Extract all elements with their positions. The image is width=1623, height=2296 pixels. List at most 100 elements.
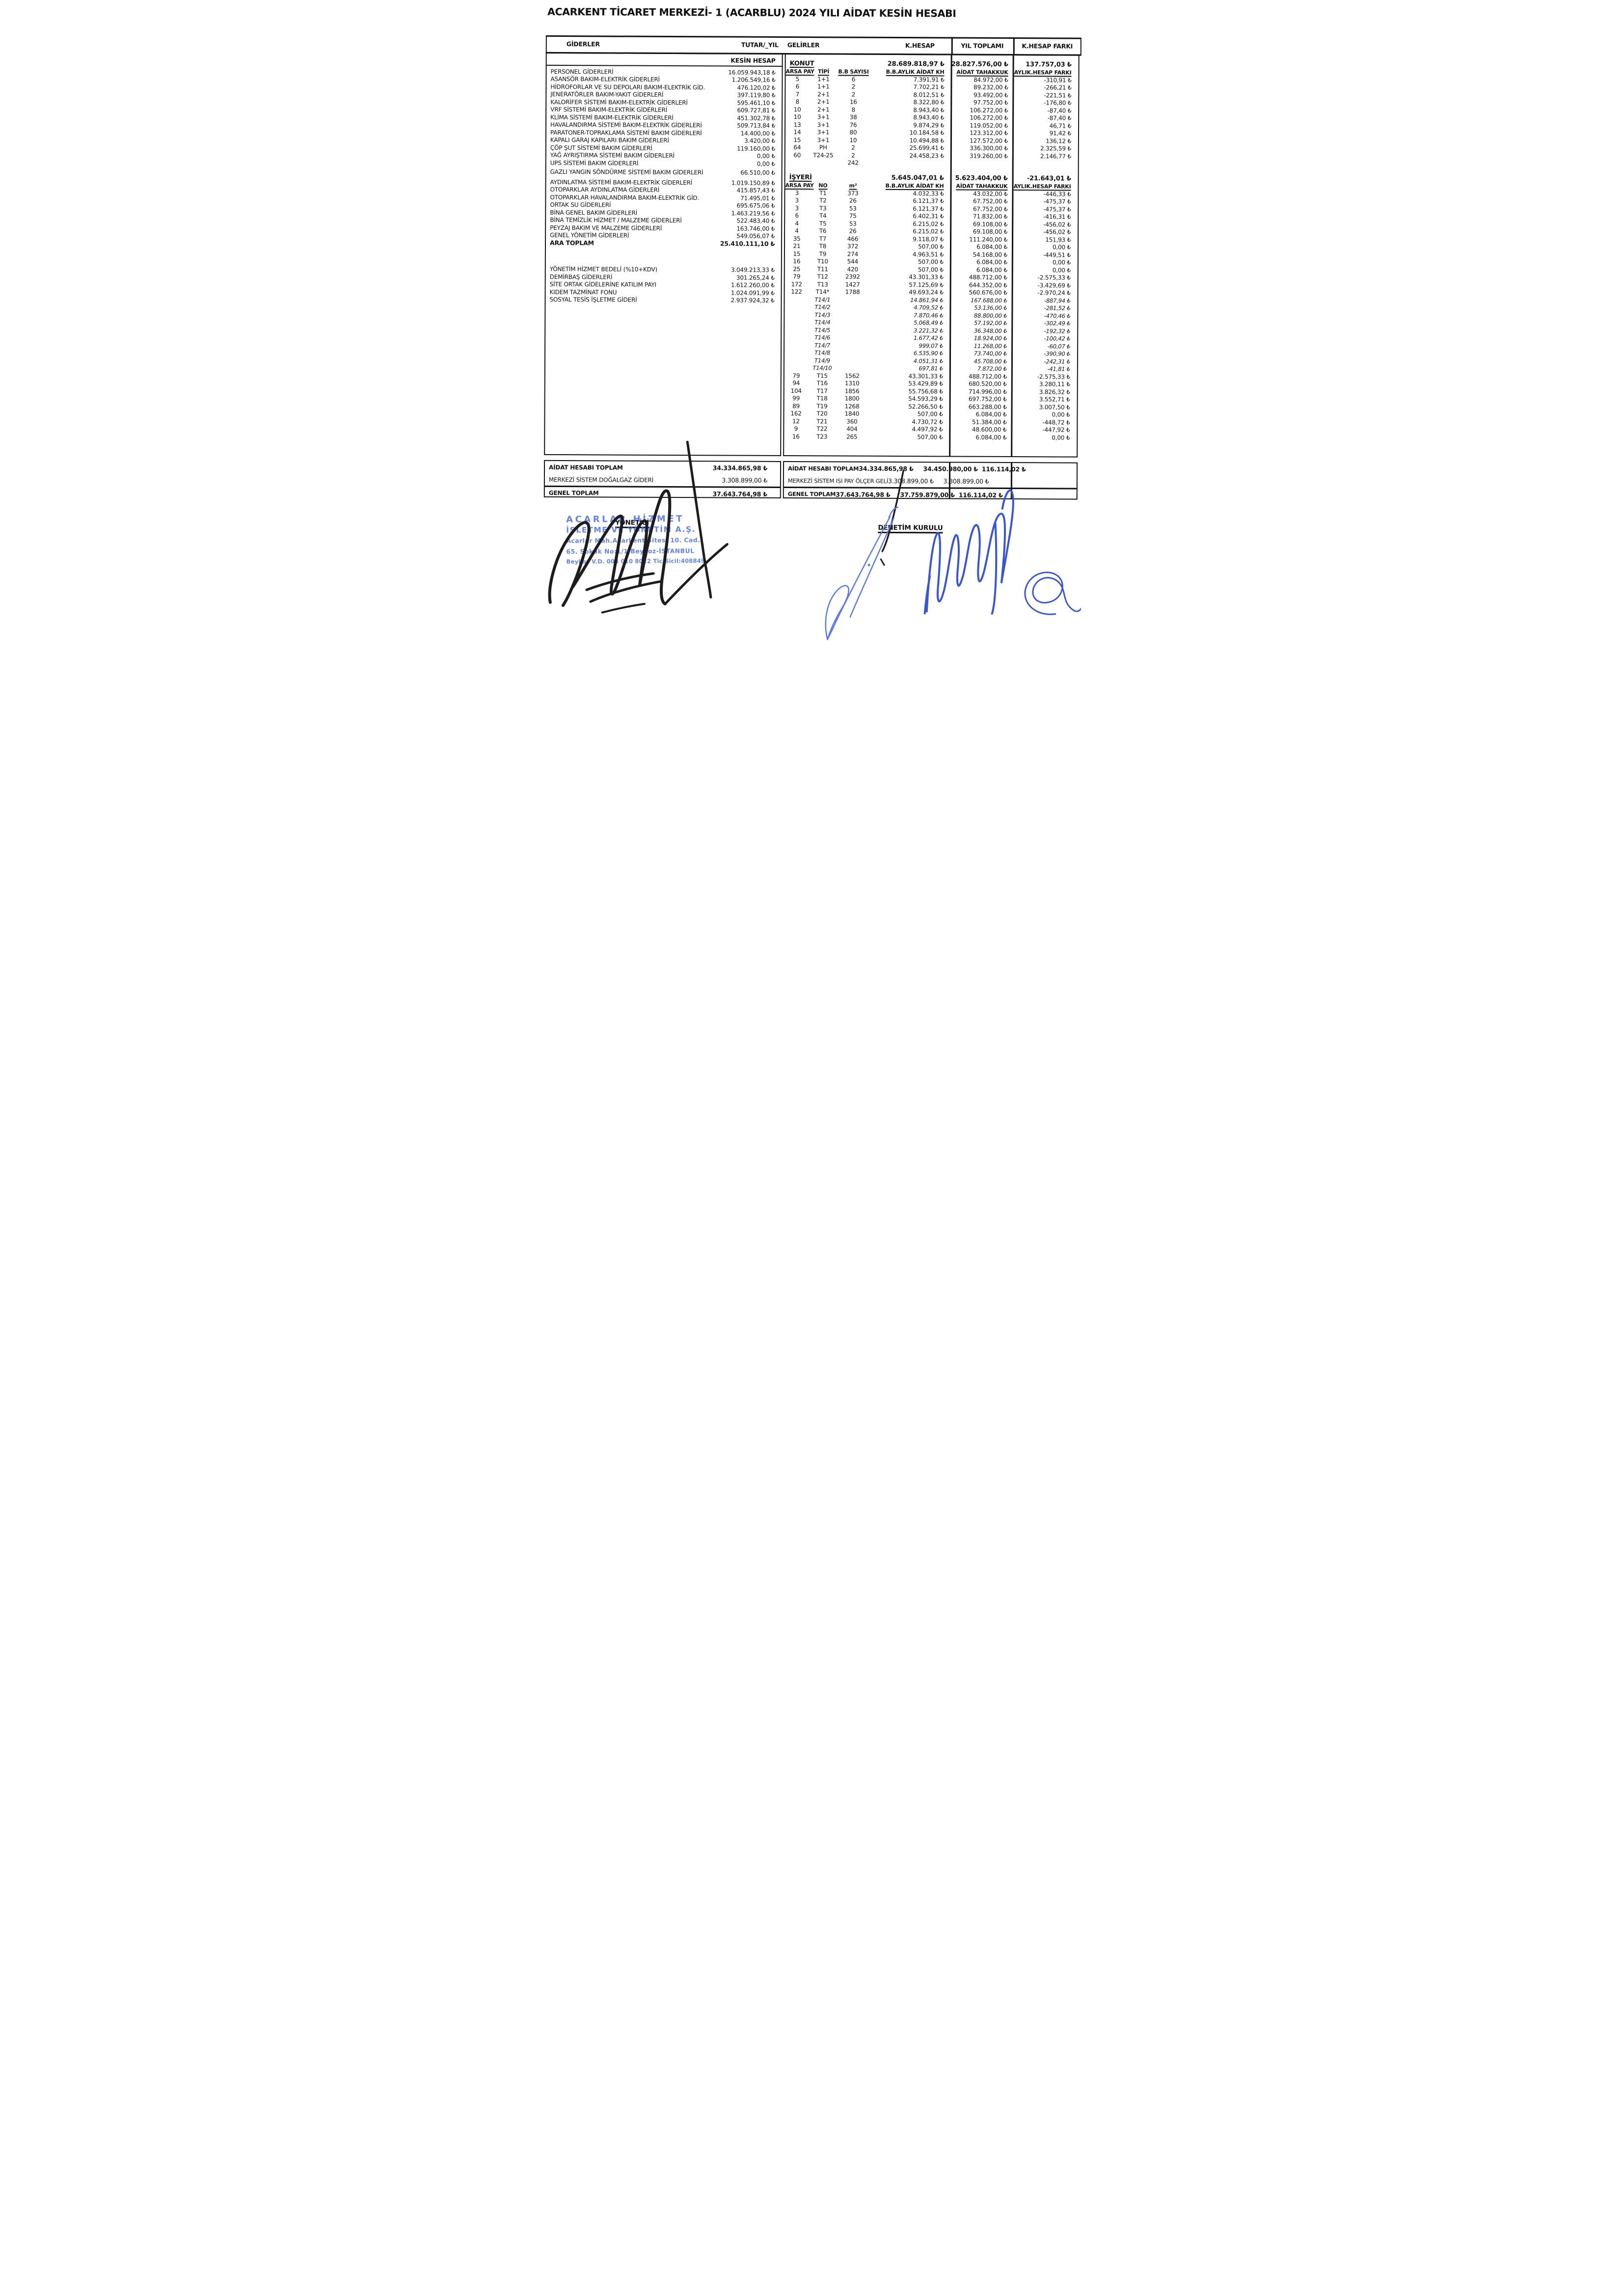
konut-bb-total-row: 242: [785, 159, 1078, 168]
scan-content: ACARKENT TİCARET MERKEZİ- 1 (ACARBLU) 20…: [541, 0, 1082, 765]
expense-row: VRF SİSTEMİ BAKIM-ELEKTRİK GİDERLERİ 609…: [546, 106, 782, 114]
expense-label: ÇÖP ŞUT SİSTEMİ BAKIM GİDERLERİ: [550, 144, 652, 152]
expense-row: PERSONEL GİDERLERİ 16.059.943,18 ₺: [547, 68, 782, 77]
expense-row: BİNA GENEL BAKIM GİDERLERİ 1.463.219,56 …: [546, 209, 781, 218]
expense-amount: 1.024.091,99 ₺: [730, 289, 775, 297]
expense-amount: 301.265,24 ₺: [736, 274, 775, 281]
expense-label: BİNA TEMİZLİK HİZMET / MALZEME GİDERLERİ: [550, 217, 682, 224]
stamp-line-2: İŞLETME VE YÖNETİM A.Ş.: [566, 524, 696, 535]
expense-row: ÇÖP ŞUT SİSTEMİ BAKIM GİDERLERİ 119.160,…: [546, 144, 782, 153]
expense-label: GAZLI YANGIN SÖNDÜRME SİSTEMİ BAKIM GİDE…: [550, 168, 703, 176]
stamp-line-3: Acarlar Mah.Acarkent Sitesi 10. Cad.: [566, 536, 701, 545]
stamp-line-1: ACARLAR HİZMET: [566, 514, 684, 525]
expense-row: OTOPARKLAR HAVALANDIRMA BAKIM-ELEKTRİK G…: [546, 193, 781, 202]
expense-row: SOSYAL TESİS İŞLETME GİDERİ 2.937.924,32…: [545, 296, 781, 304]
konut-yil-toplami-total: 28.827.576,00 ₺: [951, 60, 1008, 68]
page-title: ACARKENT TİCARET MERKEZİ- 1 (ACARBLU) 20…: [547, 5, 956, 20]
expense-amount: 695.675,06 ₺: [736, 202, 775, 210]
expense-amount: 397.119,80 ₺: [737, 91, 776, 99]
expense-label: OTOPARKLAR AYDINLATMA GİDERLERİ: [550, 186, 660, 194]
income-totals-panel: AİDAT HESABI TOPLAM 34.334.865,98 ₺ 34.4…: [783, 461, 1078, 501]
expense-amount: 1.206.549,16 ₺: [731, 76, 776, 84]
expense-label: SİTE ORTAK GİDELERİNE KATILIM PAYI: [549, 281, 656, 289]
expense-row: KALORİFER SİSTEMİ BAKIM-ELEKTRİK GİDERLE…: [546, 98, 782, 107]
denetim-kurulu-label: DENETİM KURULU: [878, 523, 943, 532]
expense-label: VRF SİSTEMİ BAKIM-ELEKTRİK GİDERLERİ: [550, 106, 668, 114]
col-arsa-pay: ARSA PAY: [785, 68, 814, 75]
konut-k-hesap-total: 28.689.818,97 ₺: [887, 60, 945, 68]
expense-row: ORTAK SU GİDERLERİ 695.675,06 ₺: [546, 201, 781, 210]
expense-row: GENEL YÖNETİM GİDERLERİ 549.056,07 ₺: [546, 231, 781, 240]
totals-row: AİDAT HESABI TOPLAM 34.334.865,98 ₺: [548, 464, 768, 472]
expense-label: AYDINLATMA SİSTEMİ BAKIM-ELEKTRİK GİDERL…: [550, 178, 693, 186]
expense-amount: 163.746,00 ₺: [736, 225, 775, 232]
totals-row: GENEL TOPLAM 37.643.764,98 ₺ 37.759.879,…: [784, 486, 1077, 501]
isyeri-k-hesap-total: 5.645.047,01 ₺: [891, 174, 944, 182]
expense-amount: 522.483,40 ₺: [736, 217, 775, 225]
kesin-hesap-column-label: KESİN HESAP: [730, 56, 776, 64]
expense-row: AYDINLATMA SİSTEMİ BAKIM-ELEKTRİK GİDERL…: [546, 178, 782, 187]
expense-label: GENEL YÖNETİM GİDERLERİ: [550, 232, 629, 239]
isyeri-fark-total: -21.643,01 ₺: [1027, 175, 1071, 183]
col-tipi: TİPİ: [818, 68, 830, 75]
expense-amount: 71.495,01 ₺: [740, 194, 775, 202]
totals-row: AİDAT HESABI TOPLAM 34.334.865,98 ₺ 34.4…: [787, 465, 1026, 473]
header-giderler: GİDERLER: [566, 40, 600, 48]
expense-label: KIDEM TAZMİNAT FONU: [549, 288, 617, 296]
expense-label: BİNA GENEL BAKIM GİDERLERİ: [550, 209, 637, 217]
col-arsa-pay: ARSA PAY: [785, 182, 814, 189]
expenses-totals-panel: AİDAT HESABI TOPLAM 34.334.865,98 ₺ MERK…: [543, 460, 782, 500]
totals-row: MERKEZİ SİSTEM ISI PAY ÖLÇER GELİ 3.308.…: [787, 477, 989, 485]
stamp-line-4: 65. Sokak No:1/1 Beykoz-İSTANBUL: [566, 547, 695, 555]
expense-label: HİDROFORLAR VE SU DEPOLARI BAKIM-ELEKTRİ…: [550, 83, 705, 91]
expense-row: DEMİRBAŞ GİDERLERİ 301.265,24 ₺: [546, 273, 781, 282]
income-panel: KONUT 28.689.818,97 ₺ 28.827.576,00 ₺ 13…: [783, 53, 1080, 458]
expense-amount: 476.120,02 ₺: [737, 84, 776, 91]
expense-amount: 0,00 ₺: [757, 152, 775, 160]
expense-amount: 66.510,00 ₺: [740, 169, 775, 177]
expense-amount: 549.056,07 ₺: [736, 232, 775, 240]
expense-amount: 2.937.924,32 ₺: [730, 297, 775, 304]
totals-divider-1: [948, 463, 950, 498]
expense-row: HAVALANDIRMA SİSTEMİ BAKIM-ELEKTRİK GİDE…: [546, 121, 782, 130]
col-bb-sayisi: B.B SAYISI: [838, 68, 869, 75]
expense-amount: 16.059.943,18 ₺: [728, 69, 776, 76]
header-k-hesap: K.HESAP: [905, 42, 935, 50]
expense-row: ARA TOPLAM 25.410.111,10 ₺: [546, 239, 781, 248]
expense-label: SOSYAL TESİS İŞLETME GİDERİ: [549, 296, 637, 303]
expense-amount: 451.302,78 ₺: [737, 114, 776, 122]
company-stamp: ACARLAR HİZMET İŞLETME VE YÖNETİM A.Ş. A…: [566, 514, 724, 567]
header-k-hesap-farki: K.HESAP FARKI: [1022, 42, 1073, 50]
expense-amount: 509.713,84 ₺: [737, 122, 776, 130]
expense-row: YAĞ AYRIŞTIRMA SİSTEMİ BAKIM GİDERLERİ 0…: [546, 151, 782, 160]
expense-row: JENERATÖRLER BAKIM-YAKIT GİDERLERİ 397.1…: [546, 90, 782, 99]
expense-amount: 415.857,43 ₺: [736, 187, 775, 194]
col-aidat-tahakkuk: AİDAT TAHAKKUK: [956, 69, 1008, 76]
expense-amount: 25.410.111,10 ₺: [720, 240, 775, 248]
col-aidat-tahakkuk: AİDAT TAHAKKUK: [956, 183, 1008, 190]
expense-label: KALORİFER SİSTEMİ BAKIM-ELEKTRİK GİDERLE…: [550, 98, 688, 106]
expense-label: ORTAK SU GİDERLERİ: [550, 201, 611, 209]
totals-divider-2: [1010, 463, 1012, 499]
konut-fark-total: 137.757,03 ₺: [1026, 61, 1072, 69]
expense-row: PEYZAJ BAKIM VE MALZEME GİDERLERİ 163.74…: [546, 224, 781, 233]
expense-amount: 0,00 ₺: [757, 160, 775, 167]
expense-label: UPS SİSTEMİ BAKIM GİDERLERİ: [550, 159, 639, 167]
expense-row: HİDROFORLAR VE SU DEPOLARI BAKIM-ELEKTRİ…: [546, 83, 782, 92]
konut-bb-total-count: 242: [847, 159, 859, 166]
band-divider-1: [951, 38, 953, 54]
expense-label: PEYZAJ BAKIM VE MALZEME GİDERLERİ: [550, 224, 662, 232]
expense-amount: 1.612.260,00 ₺: [730, 281, 775, 289]
expense-amount: 1.463.219,56 ₺: [731, 210, 775, 217]
expense-amount: 3.049.213,33 ₺: [730, 266, 775, 274]
scanned-dues-final-account: ACARKENT TİCARET MERKEZİ- 1 (ACARBLU) 20…: [541, 0, 1082, 765]
totals-row: GENEL TOPLAM 37.643.764,98 ₺: [544, 485, 780, 500]
expense-label: DEMİRBAŞ GİDERLERİ: [549, 273, 613, 281]
expense-label: KAPALI GARAJ KAPILARI BAKIM GİDERLERİ: [550, 137, 669, 144]
expense-amount: 595.461,10 ₺: [737, 99, 776, 107]
expense-amount: 609.727,81 ₺: [737, 107, 776, 114]
expense-row: SİTE ORTAK GİDELERİNE KATILIM PAYI 1.612…: [546, 280, 781, 289]
expense-label: YÖNETİM HİZMET BEDELİ (%10+KDV): [549, 266, 658, 273]
expenses-panel: KESİN HESAP PERSONEL GİDERLERİ 16.059.94…: [544, 52, 783, 456]
expense-label: PARATONER-TOPRAKLAMA SİSTEMİ BAKIM GİDER…: [550, 129, 702, 137]
